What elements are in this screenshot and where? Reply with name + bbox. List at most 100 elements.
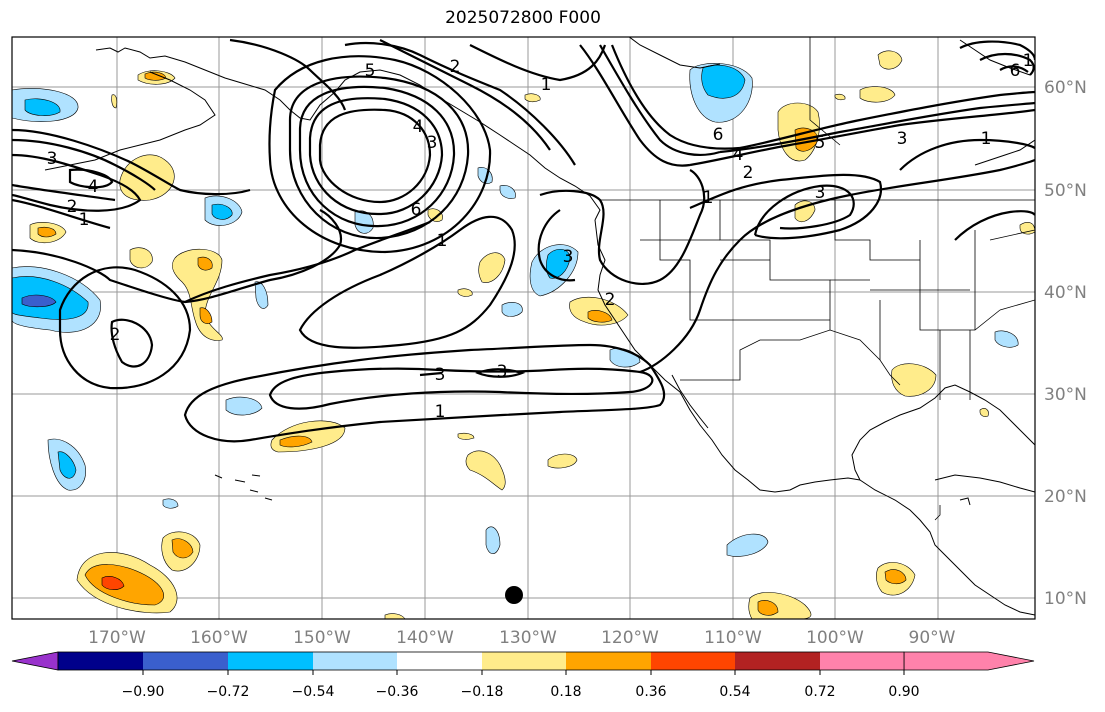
shade-neg <box>225 396 263 416</box>
shade-pos <box>111 94 118 109</box>
contour-label: 6 <box>411 200 422 220</box>
shade-pos <box>1019 222 1035 235</box>
shade-pos <box>197 256 213 271</box>
shade-pos <box>171 248 223 341</box>
lon-label: 160°W <box>190 628 248 648</box>
shade-pos <box>119 154 175 201</box>
contour-label: 2 <box>450 57 461 77</box>
shade-pos <box>478 252 506 283</box>
colorbar-max-extension <box>903 651 1035 671</box>
shade-pos <box>834 93 846 101</box>
colorbar-segment <box>58 652 143 670</box>
lon-label: 140°W <box>396 628 454 648</box>
lon-label: 170°W <box>88 628 146 648</box>
lat-label: 30°N <box>1044 385 1087 405</box>
shade-pos <box>757 600 779 616</box>
colorbar-tick-label: −0.90 <box>122 684 165 700</box>
lat-label: 50°N <box>1044 181 1087 201</box>
contour-label: 1 <box>981 129 992 149</box>
shade-neg <box>485 526 501 554</box>
shade-pos <box>524 93 541 103</box>
contour-label: 3 <box>497 362 508 382</box>
shade-neg <box>546 249 571 279</box>
colorbar-tick-label: 0.90 <box>888 684 919 700</box>
shade-neg <box>254 281 269 309</box>
lat-label: 40°N <box>1044 283 1087 303</box>
shade-pos <box>270 420 346 453</box>
shade-neg <box>57 451 77 479</box>
shade-pos <box>859 86 896 103</box>
lon-label: 150°W <box>293 628 351 648</box>
colorbar-tick-label: 0.36 <box>635 684 666 700</box>
shade-pos <box>457 288 473 297</box>
contour-label: 2 <box>67 197 78 217</box>
longitude-labels: 170°W 160°W 150°W 140°W 130°W 120°W 110°… <box>88 628 956 648</box>
islands <box>214 474 273 501</box>
contour-labels: 5 2 1 4 3 6 1 6 4 2 5 3 1 3 4 2 1 1 3 2 … <box>47 51 1034 422</box>
shade-neg <box>21 294 57 308</box>
shade-pos <box>279 435 313 448</box>
shade-pos <box>37 226 57 238</box>
shade-pos <box>465 450 506 491</box>
shade-pos <box>891 363 937 397</box>
shade-neg <box>994 330 1019 348</box>
colorbar-tick-label: −0.72 <box>207 684 250 700</box>
colorbar-segment <box>143 652 228 670</box>
shade-pos <box>171 538 194 559</box>
colorbar-tick-label: 0.18 <box>550 684 581 700</box>
shade-pos <box>457 432 475 440</box>
shade-neg <box>701 64 746 99</box>
colorbar-tick-label: −0.36 <box>376 684 419 700</box>
shade-pos <box>384 613 406 619</box>
contour-label: 4 <box>413 117 424 137</box>
colorbar: −0.90 −0.72 −0.54 −0.36 −0.18 0.18 0.36 … <box>11 651 1035 700</box>
shade-pos <box>199 307 213 324</box>
shade-neg <box>162 498 179 509</box>
colorbar-segment <box>397 652 482 670</box>
colorbar-tick-label: 0.72 <box>804 684 835 700</box>
contour-label: 1 <box>541 75 552 95</box>
contour-label: 4 <box>88 177 99 197</box>
contour-label: 4 <box>733 145 744 165</box>
contour-label: 5 <box>365 61 376 81</box>
marker-dot <box>505 586 523 604</box>
lon-label: 90°W <box>909 628 956 648</box>
contour-label: 3 <box>435 365 446 385</box>
contours <box>12 38 1035 443</box>
colorbar-outline <box>57 651 905 671</box>
shade-pos <box>979 408 989 417</box>
shade-pos <box>101 576 125 590</box>
chart-title: 2025072800 F000 <box>445 8 601 28</box>
coastlines <box>44 37 1035 616</box>
colorbar-segment <box>735 652 820 670</box>
lat-label: 10°N <box>1044 589 1087 609</box>
contour-label: 3 <box>47 149 58 169</box>
contour-label: 1 <box>435 402 446 422</box>
shade-neg <box>354 210 374 234</box>
colorbar-min-extension <box>11 651 59 671</box>
lat-label: 60°N <box>1044 78 1087 98</box>
colorbar-ticks <box>142 670 905 675</box>
lon-label: 120°W <box>601 628 659 648</box>
contour-label: 2 <box>743 163 754 183</box>
shade-neg <box>726 533 769 557</box>
contour-label: 2 <box>110 325 121 345</box>
colorbar-tick-label: −0.54 <box>292 684 335 700</box>
contour-label: 3 <box>815 183 826 203</box>
shade-neg <box>24 98 61 116</box>
contour-label: 6 <box>1010 61 1021 81</box>
borders <box>600 37 1035 521</box>
contour-label: 1 <box>1023 51 1034 71</box>
contour-label: 1 <box>437 231 448 251</box>
colorbar-segment <box>651 652 735 670</box>
contour-label: 1 <box>79 210 90 230</box>
contour-label: 1 <box>703 188 714 208</box>
contour-label: 3 <box>563 247 574 267</box>
colorbar-segment <box>228 652 313 670</box>
shade-pos <box>587 310 613 323</box>
lon-label: 110°W <box>704 628 762 648</box>
shade-neg <box>211 203 233 220</box>
contour-label: 3 <box>427 133 438 153</box>
shade-pos <box>877 50 903 70</box>
shade-pos <box>427 208 443 222</box>
